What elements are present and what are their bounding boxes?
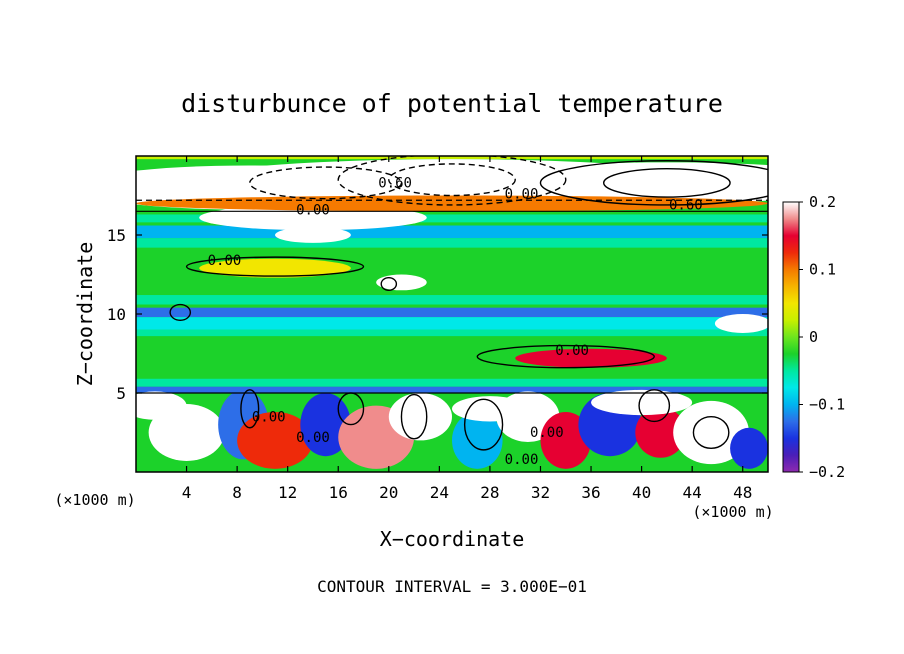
contour-label: 0.00: [505, 452, 539, 468]
field-blob: [540, 411, 592, 469]
colorbar-tick-label: 0.1: [809, 261, 836, 279]
field-blob: [714, 314, 768, 333]
colorbar-ticks: 0.2 0.1 0 −0.1 −0.2: [799, 193, 845, 481]
x-tick-label: 36: [581, 483, 600, 502]
colorbar-tick-label: −0.2: [809, 463, 845, 481]
x-tick-label: 8: [232, 483, 242, 502]
contour-lines: [136, 156, 768, 451]
x-tick-label: 28: [480, 483, 499, 502]
contour-label: 0.00: [505, 187, 539, 203]
x-tick-label: 20: [379, 483, 398, 502]
contour-label: 0.00: [555, 343, 589, 359]
field-band: [136, 329, 768, 337]
contour-labels: 0.60 0.00 0.60 0.00 0.00 0.00 0.00 0.00 0.00 0.00: [208, 176, 703, 469]
field-blob: [237, 411, 313, 469]
y-tick-label: 15: [107, 226, 126, 245]
contour-line: [638, 389, 671, 423]
contour-label: 0.00: [296, 202, 330, 218]
x-tick-label: 40: [632, 483, 651, 502]
field-band: [136, 378, 768, 387]
field-blob: [136, 391, 187, 420]
colorbar: [782, 201, 800, 473]
contour-line: [539, 160, 768, 206]
contour-line: [602, 167, 731, 198]
field-blob: [730, 427, 768, 469]
x-tick-label: 48: [733, 483, 752, 502]
contour-line: [249, 166, 403, 200]
field-band: [136, 225, 768, 239]
contour-line: [185, 256, 365, 277]
contour-line: [169, 303, 192, 322]
colorbar-tick-label: 0.2: [809, 193, 836, 211]
contour-line: [337, 156, 567, 206]
heatmap-field: 0.60 0.00 0.60 0.00 0.00 0.00 0.00 0.00 0.00 0.00: [136, 156, 768, 472]
contour-line: [380, 276, 398, 292]
x-unit-left: (×1000 m): [54, 491, 135, 509]
x-tick-label: 32: [531, 483, 550, 502]
colorbar-tick-label: −0.1: [809, 396, 845, 414]
y-tick-label: 5: [116, 384, 126, 403]
contour-label: 0.00: [252, 409, 286, 425]
field-band: [136, 238, 768, 248]
contour-label: 0.00: [208, 253, 242, 269]
x-tick-label: 16: [329, 483, 348, 502]
contour-label: 0.00: [296, 430, 330, 446]
x-axis-label: X−coordinate: [380, 527, 525, 551]
y-axis-label: Z−coordinate: [73, 242, 97, 387]
field-band: [136, 307, 768, 318]
field-blob: [376, 274, 427, 291]
contour-line: [476, 344, 655, 369]
field-blob: [464, 162, 768, 204]
contour-line: [240, 389, 260, 429]
field-blob: [515, 348, 667, 368]
field-blob: [136, 195, 768, 212]
field-blob: [275, 227, 351, 243]
x-tick-label: 24: [430, 483, 449, 502]
field-band: [136, 295, 768, 305]
field-blob: [388, 393, 452, 441]
field-blob: [199, 258, 351, 278]
field-band: [136, 156, 768, 160]
contour-label: 0.60: [669, 198, 703, 214]
colorbar-tick-label: 0: [809, 328, 818, 346]
x-tick-label: 4: [182, 483, 192, 502]
field-blobs: [136, 159, 768, 469]
contour-line: [388, 163, 516, 197]
contour-label: 0.60: [378, 176, 412, 192]
x-unit-right: (×1000 m): [692, 503, 773, 521]
contour-line: [463, 398, 504, 451]
contour-line: [400, 393, 428, 440]
field-blob: [591, 389, 693, 416]
y-axis-ticks: 5 10 15: [107, 226, 768, 403]
x-axis-ticks: 4 8 12 16 20 24 28 32 36 40 44 48: [182, 156, 752, 502]
x-tick-label: 44: [683, 483, 702, 502]
y-tick-label: 10: [107, 305, 126, 324]
contour-line: [692, 416, 730, 450]
field-band: [136, 317, 768, 330]
field-blob: [452, 396, 528, 422]
contour-interval-note: CONTOUR INTERVAL = 3.000E−01: [317, 577, 587, 596]
chart-title: disturbunce of potential temperature: [181, 89, 723, 118]
field-band: [136, 214, 768, 223]
field-band: [136, 386, 768, 393]
x-tick-label: 12: [278, 483, 297, 502]
contour-label: 0.00: [530, 425, 564, 441]
